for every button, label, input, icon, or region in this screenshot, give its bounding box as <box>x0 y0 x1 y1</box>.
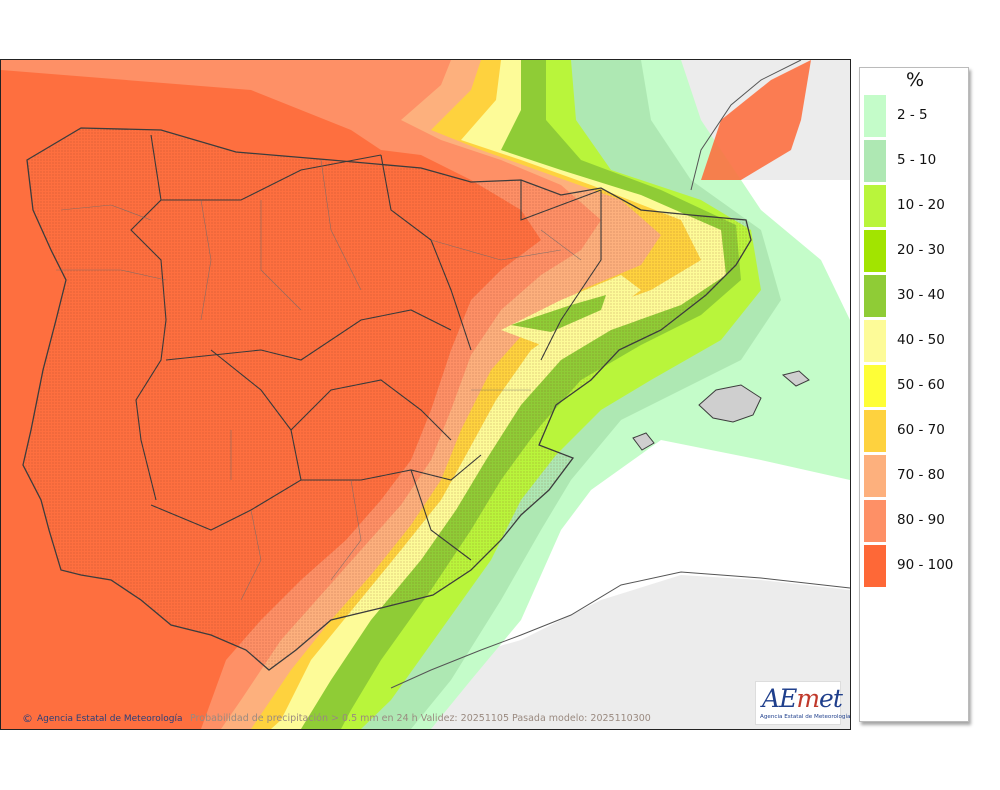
legend-label: 40 - 50 <box>897 332 945 348</box>
legend-item: 2 - 5 <box>864 95 964 137</box>
legend-item: 40 - 50 <box>864 320 964 362</box>
africa-coastline <box>390 571 850 689</box>
legend-swatch <box>864 365 886 407</box>
legend-label: 70 - 80 <box>897 467 945 483</box>
province-borders <box>56 159 582 601</box>
legend-item: 10 - 20 <box>864 185 964 227</box>
legend-label: 2 - 5 <box>897 107 928 123</box>
legend-label: 50 - 60 <box>897 377 945 393</box>
legend-label: 30 - 40 <box>897 287 945 303</box>
legend-item: 70 - 80 <box>864 455 964 497</box>
legend-label: 10 - 20 <box>897 197 945 213</box>
legend-swatch <box>864 455 886 497</box>
mallorca <box>698 384 762 423</box>
legend-swatch <box>864 500 886 542</box>
legend-item: 30 - 40 <box>864 275 964 317</box>
grey-area-africa <box>381 575 850 729</box>
legend-item: 50 - 60 <box>864 365 964 407</box>
legend-label: 90 - 100 <box>897 557 954 573</box>
legend-swatch <box>864 230 886 272</box>
legend-swatch <box>864 320 886 362</box>
legend-swatch <box>864 410 886 452</box>
legend-label: 60 - 70 <box>897 422 945 438</box>
copyright-credit: © Agencia Estatal de Meteorología <box>22 712 183 725</box>
precipitation-map <box>1 60 850 729</box>
legend-swatch <box>864 140 886 182</box>
map-panel <box>0 59 851 730</box>
legend-swatch <box>864 275 886 317</box>
legend-item: 5 - 10 <box>864 140 964 182</box>
legend-panel: % 2 - 5 5 - 10 10 - 20 20 - 30 30 - 40 40 - 5… <box>859 67 969 722</box>
aemet-logo: AEmet Agencia Estatal de Meteorología <box>755 681 850 725</box>
legend-label: 5 - 10 <box>897 152 937 168</box>
france-coastline <box>690 60 802 191</box>
credit-text: Agencia Estatal de Meteorología <box>37 713 183 724</box>
ibiza <box>632 432 655 451</box>
legend-item: 80 - 90 <box>864 500 964 542</box>
aemet-logo-mark: AEmet <box>762 684 843 713</box>
legend-label: 20 - 30 <box>897 242 945 258</box>
legend-unit: % <box>905 69 925 91</box>
legend-item: 90 - 100 <box>864 545 964 587</box>
legend-swatch <box>864 185 886 227</box>
legend-label: 80 - 90 <box>897 512 945 528</box>
copyright-icon: © <box>22 712 33 725</box>
region-borders <box>130 134 602 561</box>
band-90-100-france <box>701 60 811 180</box>
legend-item: 20 - 30 <box>864 230 964 272</box>
legend-swatch <box>864 545 886 587</box>
aemet-logo-subtitle: Agencia Estatal de Meteorología <box>760 714 851 720</box>
menorca <box>781 370 810 387</box>
legend-item: 60 - 70 <box>864 410 964 452</box>
map-caption: Probabilidad de precipitación > 0.5 mm e… <box>190 713 651 724</box>
legend-swatch <box>864 95 886 137</box>
